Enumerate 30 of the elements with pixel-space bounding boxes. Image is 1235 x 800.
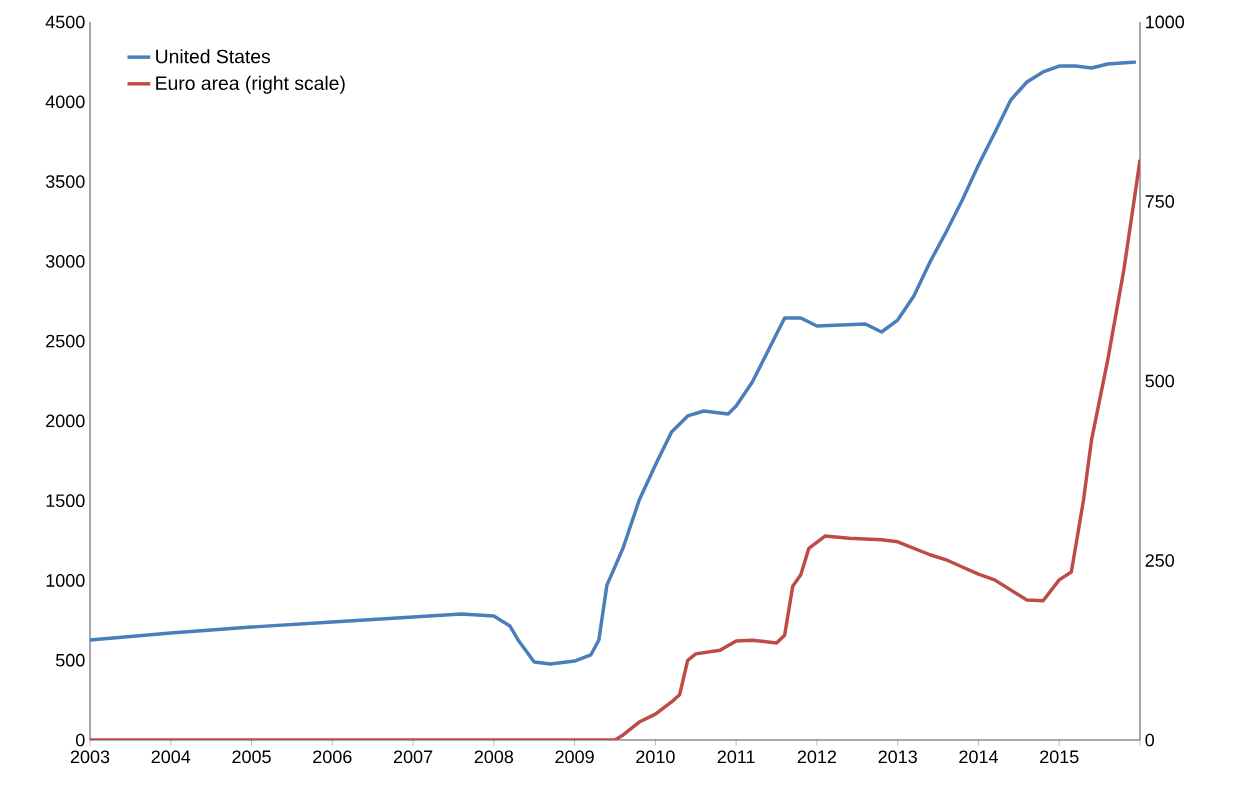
x-tick-label: 2013 [878,750,917,764]
x-tick-label: 2008 [474,750,514,764]
x-tick-label: 2009 [555,750,594,764]
y-tick-label: 4000 [45,95,85,109]
x-tick-label: 2015 [1040,750,1079,764]
y-tick-label: 0 [75,733,85,747]
y-tick-label: 2000 [46,414,85,428]
y-tick-label: 1500 [46,494,85,508]
y-tick-label: 1000 [46,574,85,587]
y2-tick-label: 750 [1145,195,1175,208]
y2-tick-label: 500 [1145,374,1175,388]
x-tick-label: 2007 [393,750,433,764]
x-tick-label: 2003 [70,750,110,764]
y2-tick-label: 250 [1145,554,1175,567]
y-tick-label: 4500 [45,15,85,29]
y-tick-label: 2500 [46,334,85,348]
legend-label: Euro area (right scale) [156,75,345,94]
x-tick-label: 2010 [636,750,675,764]
x-tick-label: 2004 [151,750,191,764]
x-tick-label: 2006 [313,750,352,764]
x-tick-label: 2014 [959,750,998,764]
x-tick-label: 2005 [232,750,271,764]
y-tick-label: 3500 [45,175,85,188]
y2-tick-label: 1000 [1146,15,1185,29]
y2-tick-label: 0 [1145,733,1155,747]
x-tick-label: 2012 [797,750,837,764]
legend-label: United States [156,49,270,64]
y-tick-label: 3000 [45,254,85,268]
y-tick-label: 500 [55,653,85,667]
x-tick-label: 2011 [717,750,755,764]
